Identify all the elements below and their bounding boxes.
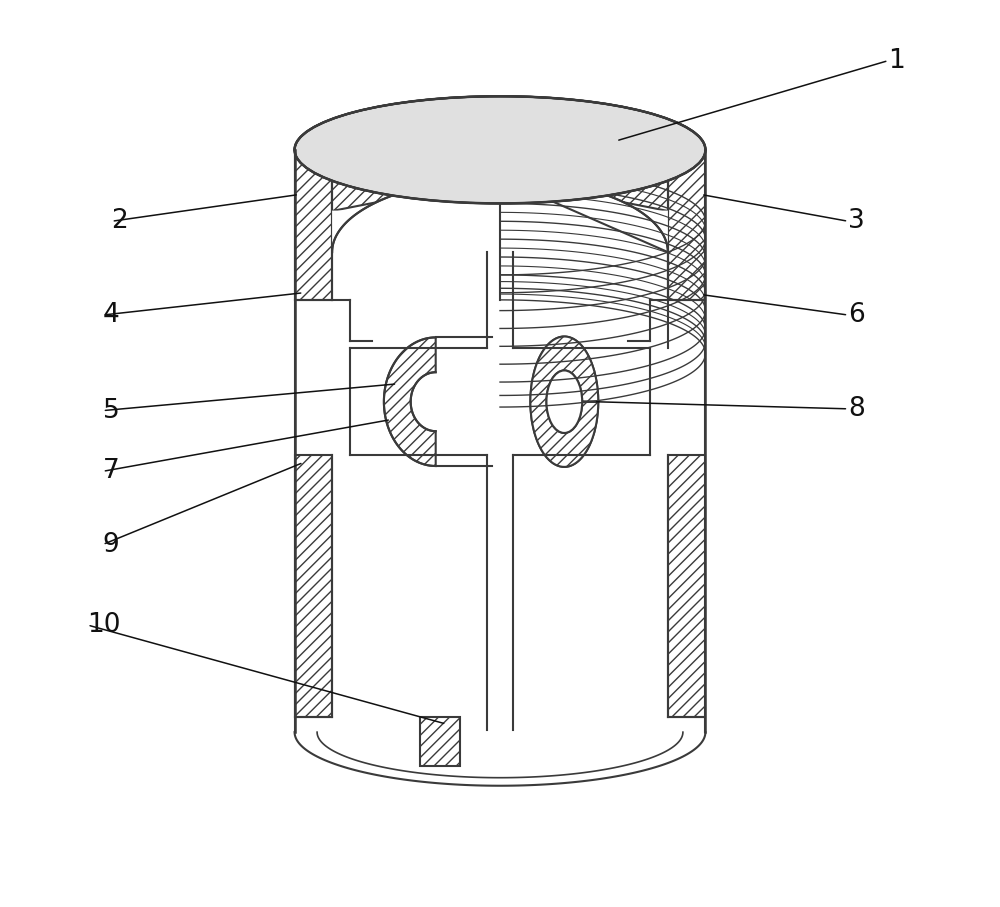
- Text: 4: 4: [103, 302, 119, 328]
- Polygon shape: [500, 154, 668, 210]
- Polygon shape: [384, 337, 436, 466]
- Ellipse shape: [546, 370, 582, 433]
- Text: 9: 9: [103, 532, 119, 558]
- Text: 10: 10: [87, 612, 121, 638]
- Polygon shape: [530, 336, 598, 467]
- Polygon shape: [295, 150, 332, 300]
- Text: 2: 2: [111, 209, 128, 234]
- Polygon shape: [332, 179, 668, 252]
- Text: 3: 3: [848, 209, 865, 234]
- Text: 8: 8: [848, 395, 865, 422]
- Polygon shape: [295, 150, 705, 732]
- Polygon shape: [668, 150, 705, 300]
- Polygon shape: [295, 455, 332, 717]
- Text: 7: 7: [103, 458, 119, 484]
- Polygon shape: [420, 717, 460, 766]
- Text: 6: 6: [848, 302, 865, 328]
- Polygon shape: [668, 455, 705, 717]
- Text: 5: 5: [103, 397, 119, 424]
- Ellipse shape: [530, 336, 598, 467]
- Ellipse shape: [295, 96, 705, 203]
- Text: 1: 1: [889, 47, 905, 73]
- Polygon shape: [332, 154, 500, 210]
